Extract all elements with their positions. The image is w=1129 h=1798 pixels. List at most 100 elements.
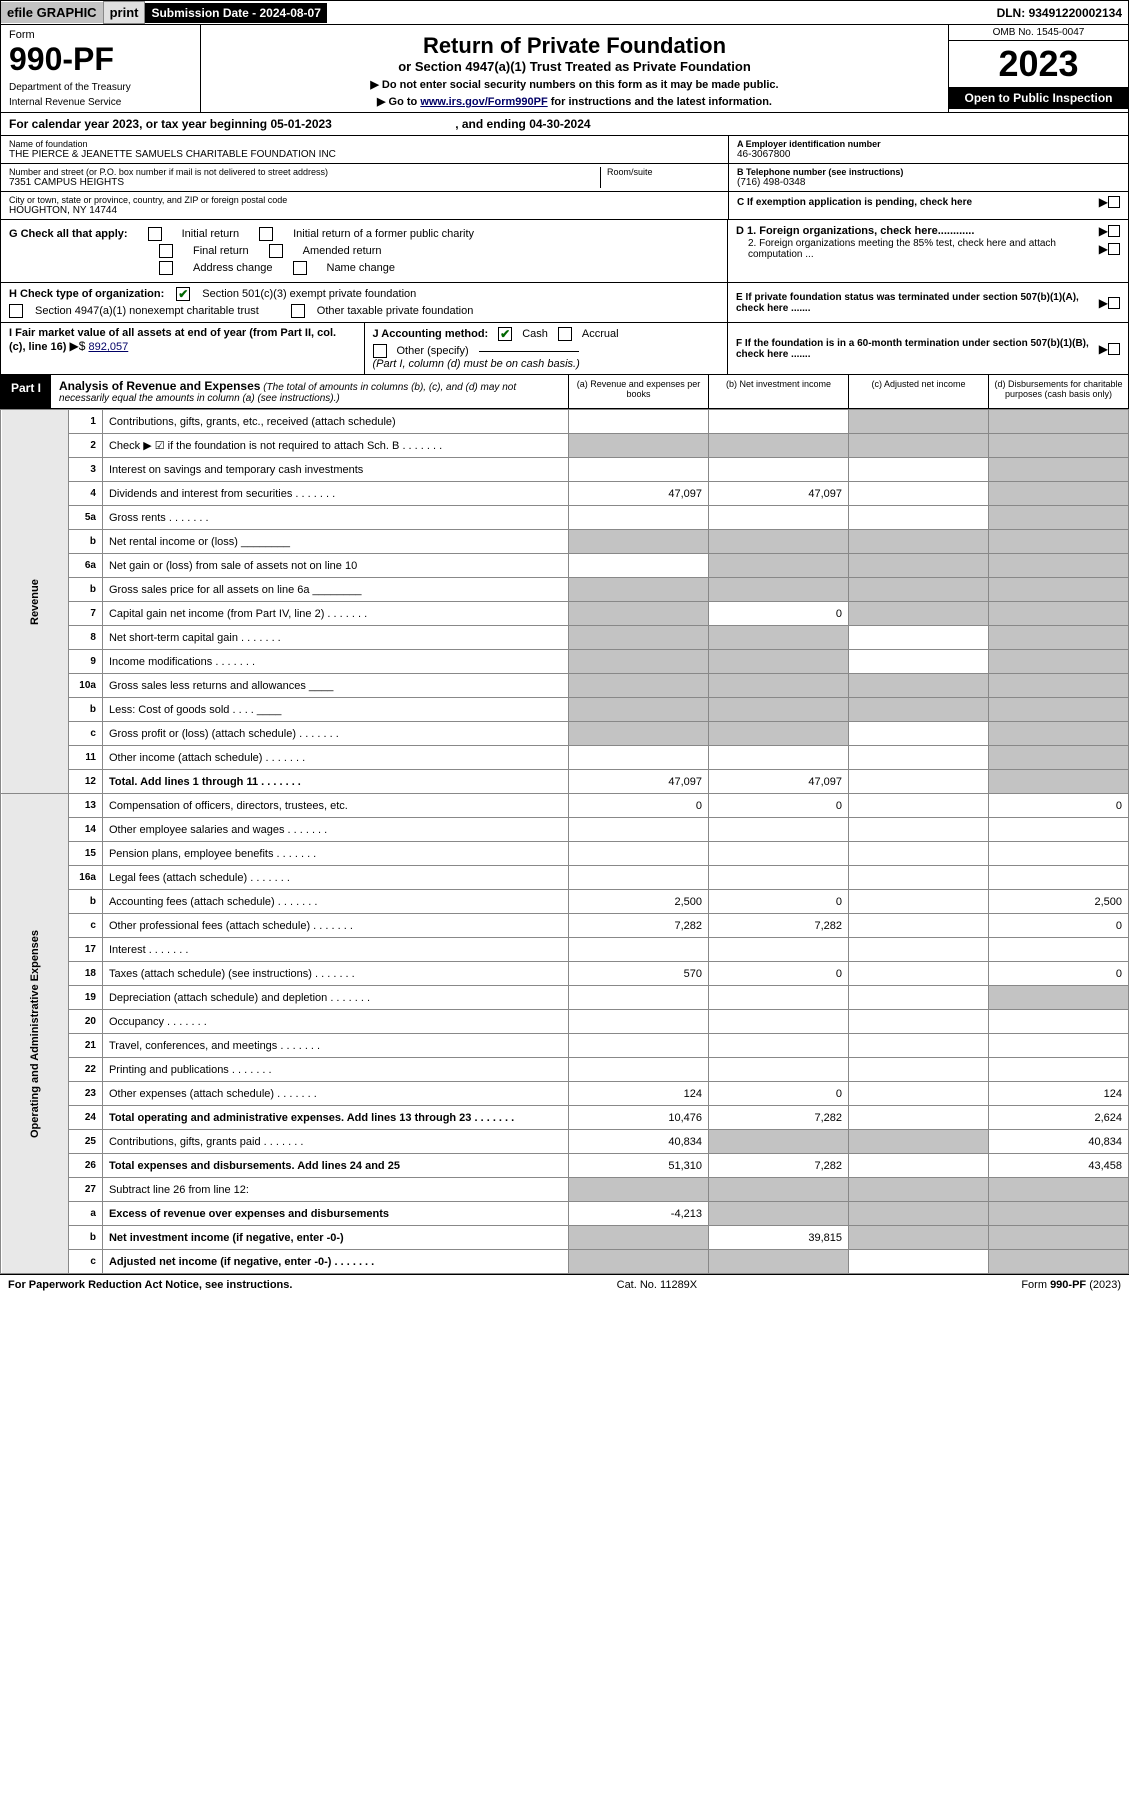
d1-checkbox[interactable] [1108, 225, 1120, 237]
table-row: cOther professional fees (attach schedul… [1, 914, 1129, 938]
form-note-link: ▶ Go to www.irs.gov/Form990PF for instru… [209, 95, 940, 108]
cell-c [849, 1154, 989, 1178]
cell-b [709, 626, 849, 650]
line-desc: Pension plans, employee benefits . . . .… [102, 842, 568, 866]
line-number: 12 [68, 770, 102, 794]
cell-a: 40,834 [569, 1130, 709, 1154]
cash-checkbox[interactable] [498, 327, 512, 341]
calendar-year-row: For calendar year 2023, or tax year begi… [0, 113, 1129, 136]
table-row: 6aNet gain or (loss) from sale of assets… [1, 554, 1129, 578]
section-g-row: G Check all that apply: Initial return I… [0, 220, 1129, 283]
line-number: c [68, 1250, 102, 1274]
other-taxable-checkbox[interactable] [291, 304, 305, 318]
cell-c [849, 650, 989, 674]
cell-d [989, 986, 1129, 1010]
table-row: bNet rental income or (loss) ________ [1, 530, 1129, 554]
table-row: bLess: Cost of goods sold . . . . ____ [1, 698, 1129, 722]
cell-b: 0 [709, 962, 849, 986]
table-row: 5aGross rents . . . . . . . [1, 506, 1129, 530]
cell-a [569, 842, 709, 866]
table-row: Operating and Administrative Expenses13C… [1, 794, 1129, 818]
amended-return-checkbox[interactable] [269, 244, 283, 258]
table-row: bAccounting fees (attach schedule) . . .… [1, 890, 1129, 914]
cell-b [709, 1058, 849, 1082]
4947-checkbox[interactable] [9, 304, 23, 318]
city-cell: City or town, state or province, country… [1, 192, 728, 219]
final-return-checkbox[interactable] [159, 244, 173, 258]
revenue-label: Revenue [1, 410, 69, 794]
instructions-link[interactable]: www.irs.gov/Form990PF [420, 96, 547, 108]
col-b-head: (b) Net investment income [708, 375, 848, 408]
open-public-badge: Open to Public Inspection [949, 87, 1128, 109]
table-row: bGross sales price for all assets on lin… [1, 578, 1129, 602]
cell-b: 47,097 [709, 482, 849, 506]
initial-return-checkbox[interactable] [148, 227, 162, 241]
cell-c [849, 506, 989, 530]
cell-c [849, 962, 989, 986]
cell-a: 51,310 [569, 1154, 709, 1178]
cell-b [709, 818, 849, 842]
cell-d: 0 [989, 794, 1129, 818]
cell-a: 10,476 [569, 1106, 709, 1130]
section-j: J Accounting method: Cash Accrual Other … [365, 323, 729, 374]
dln: DLN: 93491220002134 [991, 3, 1128, 23]
cell-d [989, 1034, 1129, 1058]
f-checkbox[interactable] [1108, 343, 1120, 355]
line-number: 8 [68, 626, 102, 650]
cell-a [569, 650, 709, 674]
line-desc: Legal fees (attach schedule) . . . . . .… [102, 866, 568, 890]
exemption-cell: C If exemption application is pending, c… [729, 192, 1128, 212]
table-row: 11Other income (attach schedule) . . . .… [1, 746, 1129, 770]
table-row: 3Interest on savings and temporary cash … [1, 458, 1129, 482]
table-row: 14Other employee salaries and wages . . … [1, 818, 1129, 842]
footer-left: For Paperwork Reduction Act Notice, see … [8, 1279, 292, 1291]
cell-d [989, 770, 1129, 794]
section-f: F If the foundation is in a 60-month ter… [728, 323, 1128, 374]
cell-c [849, 722, 989, 746]
line-number: 4 [68, 482, 102, 506]
line-number: b [68, 890, 102, 914]
print-button[interactable]: print [103, 1, 146, 24]
cell-a [569, 530, 709, 554]
e-checkbox[interactable] [1108, 297, 1120, 309]
addr-change-checkbox[interactable] [159, 261, 173, 275]
cell-c [849, 914, 989, 938]
line-desc: Taxes (attach schedule) (see instruction… [102, 962, 568, 986]
cell-c [849, 746, 989, 770]
501c3-checkbox[interactable] [176, 287, 190, 301]
form-title: Return of Private Foundation [209, 33, 940, 59]
accrual-checkbox[interactable] [558, 327, 572, 341]
cell-b [709, 1034, 849, 1058]
line-desc: Occupancy . . . . . . . [102, 1010, 568, 1034]
exemption-checkbox[interactable] [1108, 196, 1120, 208]
cell-d [989, 530, 1129, 554]
cell-d [989, 1010, 1129, 1034]
line-desc: Excess of revenue over expenses and disb… [102, 1202, 568, 1226]
line-number: 10a [68, 674, 102, 698]
line-number: 21 [68, 1034, 102, 1058]
table-row: 21Travel, conferences, and meetings . . … [1, 1034, 1129, 1058]
name-change-checkbox[interactable] [293, 261, 307, 275]
initial-former-checkbox[interactable] [259, 227, 273, 241]
line-number: 9 [68, 650, 102, 674]
cell-c [849, 602, 989, 626]
line-number: a [68, 1202, 102, 1226]
cell-c [849, 482, 989, 506]
cell-a: 124 [569, 1082, 709, 1106]
efile-label: efile GRAPHIC [1, 2, 103, 23]
section-h-row: H Check type of organization: Section 50… [0, 283, 1129, 323]
line-number: b [68, 1226, 102, 1250]
d2-checkbox[interactable] [1108, 243, 1120, 255]
part1-table: Revenue1Contributions, gifts, grants, et… [0, 409, 1129, 1274]
cell-c [849, 1130, 989, 1154]
cell-a [569, 554, 709, 578]
line-desc: Other income (attach schedule) . . . . .… [102, 746, 568, 770]
cell-a [569, 1058, 709, 1082]
other-method-checkbox[interactable] [373, 344, 387, 358]
line-number: b [68, 578, 102, 602]
form-header: Form 990-PF Department of the Treasury I… [0, 25, 1129, 113]
fmv-value[interactable]: 892,057 [89, 341, 129, 353]
header-center: Return of Private Foundation or Section … [201, 25, 948, 112]
cell-a [569, 410, 709, 434]
line-number: b [68, 698, 102, 722]
